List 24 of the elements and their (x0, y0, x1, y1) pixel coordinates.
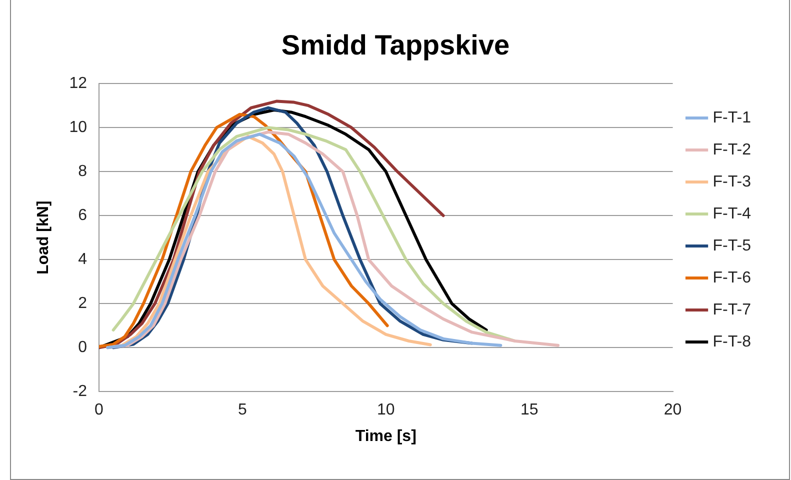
y-tick-label: 12 (69, 75, 88, 92)
legend-label: F-T-4 (712, 205, 752, 222)
y-tick-label: -2 (72, 383, 88, 400)
legend-label: F-T-5 (712, 237, 752, 254)
x-axis-title: Time [s] (355, 428, 416, 445)
legend-label: F-T-7 (712, 301, 752, 318)
legend-label: F-T-8 (712, 333, 752, 350)
y-tick-label: 2 (78, 295, 88, 312)
x-tick-label: 15 (520, 402, 538, 419)
y-axis-title: Load [kN] (35, 200, 52, 274)
legend-label: F-T-3 (712, 173, 752, 190)
x-tick-label: 0 (94, 402, 104, 419)
x-tick-label: 5 (238, 402, 247, 419)
x-tick-label: 20 (664, 402, 682, 419)
y-tick-label: 6 (78, 207, 88, 224)
y-tick-label: 0 (78, 339, 88, 356)
chart-title: Smidd Tappskive (281, 30, 510, 61)
x-tick-label: 10 (376, 402, 395, 419)
legend-label: F-T-6 (712, 269, 752, 286)
legend-label: F-T-1 (712, 109, 752, 126)
y-tick-label: 8 (78, 163, 88, 180)
y-tick-label: 10 (69, 119, 88, 136)
legend-label: F-T-2 (712, 141, 752, 158)
y-tick-label: 4 (78, 251, 88, 268)
